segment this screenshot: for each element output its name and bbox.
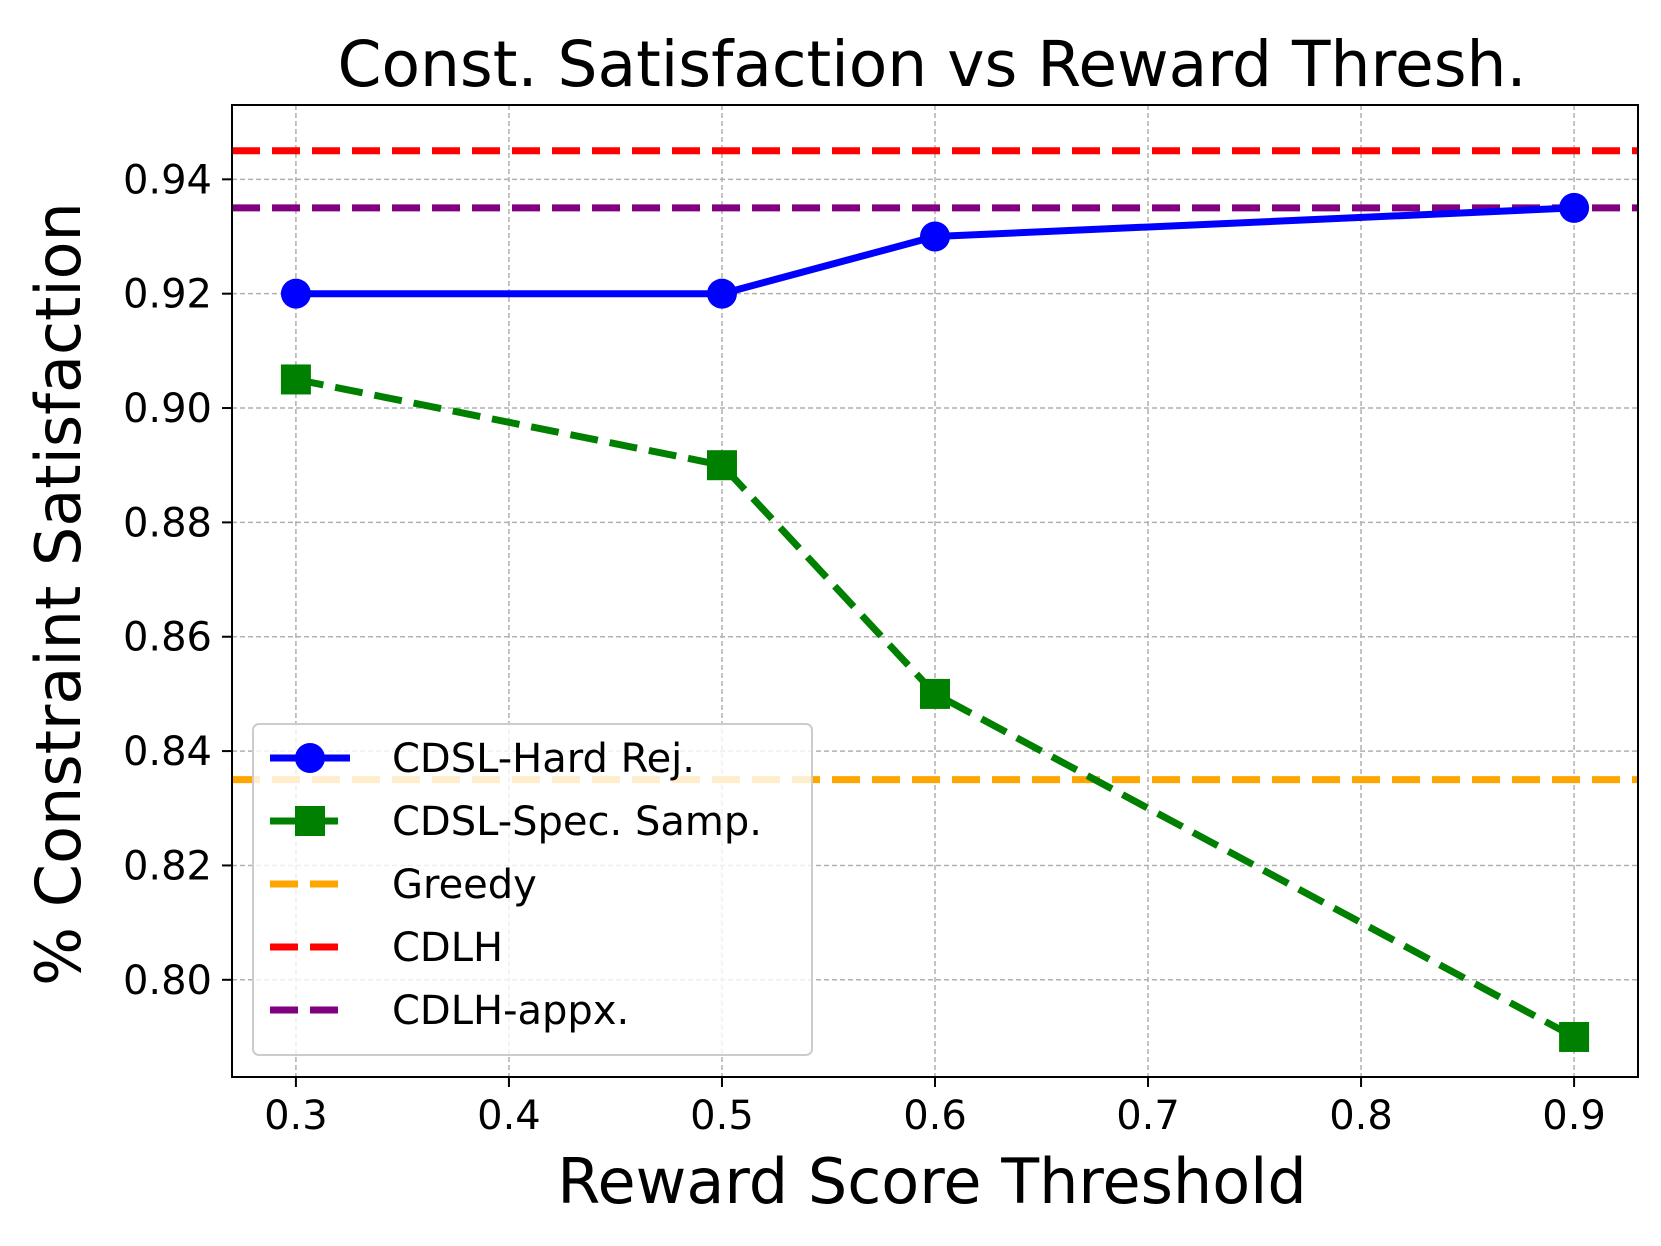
y-tick-label: 0.90 <box>123 386 212 432</box>
series-layer <box>280 192 1590 1052</box>
legend-marker-cdsl-hard-rej <box>295 743 325 773</box>
data-point-cdsl-spec-samp <box>1559 1021 1590 1052</box>
legend-label-cdsl-spec-samp: CDSL-Spec. Samp. <box>392 799 762 845</box>
legend-box <box>252 723 813 1056</box>
data-point-cdsl-spec-samp <box>920 678 950 709</box>
chart-title: Const. Satisfaction vs Reward Thresh. <box>337 28 1526 101</box>
y-tick-label: 0.80 <box>123 958 212 1004</box>
series-line-cdsl-hard-rej <box>295 204 1575 298</box>
data-point-cdsl-spec-samp <box>280 364 311 395</box>
legend-label-cdlh: CDLH <box>392 925 503 971</box>
tick-layer: 0.3 0.4 0.5 0.6 0.7 0.8 0.9 0.80 0.82 0.84 0.86 0.8… <box>123 157 1606 1139</box>
x-tick-label: 0.7 <box>1116 1093 1180 1139</box>
legend-label-cdlh-appx: CDLH-appx. <box>392 988 629 1034</box>
y-tick-label: 0.94 <box>123 157 212 203</box>
series-line-cdsl-spec-samp <box>295 375 1576 1041</box>
data-point-cdsl-hard-rej <box>920 221 950 252</box>
data-point-cdsl-hard-rej <box>706 278 737 309</box>
x-tick-label: 0.3 <box>264 1093 328 1139</box>
y-tick-label: 0.86 <box>123 615 212 661</box>
data-point-cdsl-spec-samp <box>706 450 737 481</box>
y-axis-label: % Constraint Satisfaction <box>22 202 95 986</box>
x-tick-label: 0.8 <box>1329 1093 1393 1139</box>
x-tick-label: 0.4 <box>477 1093 541 1139</box>
reference-lines <box>232 147 1638 784</box>
data-point-cdsl-hard-rej <box>1559 192 1590 223</box>
y-tick-label: 0.92 <box>123 272 212 318</box>
legend-label-cdsl-hard-rej: CDSL-Hard Rej. <box>392 736 695 782</box>
data-point-cdsl-hard-rej <box>280 278 311 309</box>
legend: CDSL-Hard Rej. CDSL-Spec. Samp. Greedy CDLH… <box>252 723 813 1056</box>
x-tick-label: 0.9 <box>1542 1093 1606 1139</box>
x-axis-label: Reward Score Threshold <box>557 1145 1307 1218</box>
x-tick-label: 0.5 <box>690 1093 754 1139</box>
x-tick-label: 0.6 <box>903 1093 967 1139</box>
legend-marker-cdsl-spec-samp <box>295 806 325 836</box>
legend-label-greedy: Greedy <box>392 862 537 908</box>
y-tick-label: 0.88 <box>123 500 212 546</box>
y-tick-label: 0.82 <box>123 843 212 889</box>
y-tick-label: 0.84 <box>123 729 212 775</box>
